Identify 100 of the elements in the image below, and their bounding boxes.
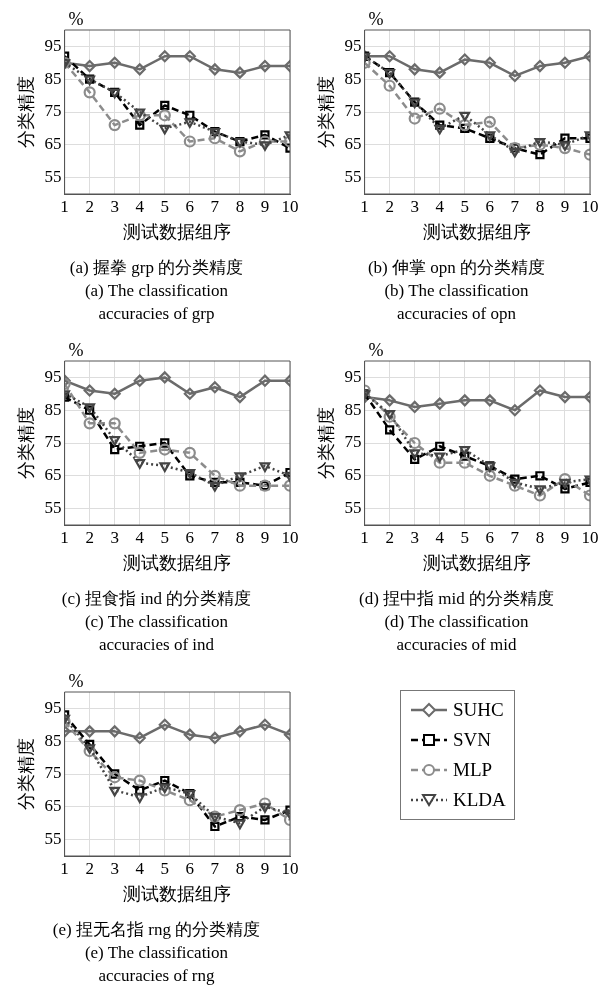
x-tick-label: 1 bbox=[59, 527, 69, 547]
x-tick-label: 7 bbox=[510, 527, 520, 547]
x-tick-label: 7 bbox=[510, 196, 520, 216]
x-axis-title: 测试数据组序 bbox=[422, 221, 531, 242]
x-tick-label: 4 bbox=[134, 527, 144, 547]
x-tick-label: 10 bbox=[581, 527, 598, 547]
x-tick-label: 6 bbox=[485, 527, 494, 547]
y-tick-label: 75 bbox=[344, 101, 362, 121]
x-tick-label: 2 bbox=[384, 527, 394, 547]
y-axis-title: 分类精度 bbox=[15, 76, 36, 148]
x-tick-label: 9 bbox=[560, 527, 569, 547]
y-tick-label: 95 bbox=[344, 366, 362, 386]
x-tick-label: 4 bbox=[434, 527, 444, 547]
y-tick-label: 95 bbox=[44, 697, 62, 717]
y-tick-label: 95 bbox=[344, 35, 362, 55]
x-tick-label: 8 bbox=[235, 527, 244, 547]
x-tick-label: 1 bbox=[359, 527, 369, 547]
text: (e) 捏无名指 rng 的分类精度 bbox=[52, 919, 261, 941]
y-tick-label: 65 bbox=[44, 134, 62, 154]
y-tick-label: 65 bbox=[44, 465, 62, 485]
text: (e) The classification accuracies of rng bbox=[83, 942, 230, 987]
x-tick-label: 6 bbox=[185, 858, 194, 878]
x-tick-label: 7 bbox=[210, 196, 220, 216]
y-axis-title: 分类精度 bbox=[15, 738, 36, 810]
x-tick-label: 8 bbox=[535, 196, 544, 216]
x-tick-label: 8 bbox=[235, 196, 244, 216]
y-tick-label: 85 bbox=[44, 730, 62, 750]
text: (a) The classification accuracies of grp bbox=[83, 280, 230, 325]
x-tick-label: 8 bbox=[535, 527, 544, 547]
text: % bbox=[368, 339, 384, 360]
y-tick-label: 85 bbox=[44, 399, 62, 419]
x-axis-title: 测试数据组序 bbox=[122, 552, 231, 573]
text: (b) 伸掌 opn 的分类精度 bbox=[367, 257, 546, 279]
x-tick-label: 10 bbox=[281, 196, 298, 216]
x-tick-label: 6 bbox=[485, 196, 494, 216]
y-tick-label: 55 bbox=[344, 167, 362, 187]
y-tick-label: 85 bbox=[344, 68, 362, 88]
x-tick-label: 5 bbox=[160, 858, 169, 878]
x-tick-label: 1 bbox=[59, 858, 69, 878]
x-tick-label: 2 bbox=[84, 858, 94, 878]
x-tick-label: 5 bbox=[460, 527, 469, 547]
legend-label: KLDA bbox=[453, 789, 506, 811]
x-axis-title: 测试数据组序 bbox=[122, 221, 231, 242]
legend-label: SVN bbox=[453, 729, 492, 751]
text: % bbox=[68, 8, 84, 29]
y-tick-label: 75 bbox=[44, 101, 62, 121]
y-axis-title: 分类精度 bbox=[315, 407, 336, 479]
x-tick-label: 3 bbox=[109, 858, 119, 878]
x-tick-label: 9 bbox=[260, 527, 269, 547]
y-tick-label: 95 bbox=[44, 366, 62, 386]
y-tick-label: 65 bbox=[344, 134, 362, 154]
text: % bbox=[68, 670, 84, 691]
y-tick-label: 55 bbox=[44, 829, 62, 849]
x-tick-label: 10 bbox=[281, 527, 298, 547]
text: (b) The classification accuracies of opn bbox=[383, 280, 530, 325]
x-tick-label: 3 bbox=[109, 527, 119, 547]
legend-label: MLP bbox=[453, 759, 493, 781]
text: (c) 捏食指 ind 的分类精度 bbox=[61, 588, 252, 610]
x-tick-label: 6 bbox=[185, 196, 194, 216]
x-tick-label: 3 bbox=[409, 527, 419, 547]
x-tick-label: 1 bbox=[359, 196, 369, 216]
x-tick-label: 9 bbox=[260, 196, 269, 216]
x-tick-label: 4 bbox=[134, 196, 144, 216]
y-tick-label: 65 bbox=[44, 796, 62, 816]
x-tick-label: 3 bbox=[409, 196, 419, 216]
x-tick-label: 2 bbox=[384, 196, 394, 216]
y-tick-label: 85 bbox=[344, 399, 362, 419]
x-tick-label: 7 bbox=[210, 527, 220, 547]
x-axis-title: 测试数据组序 bbox=[122, 883, 231, 904]
text: (c) The classification accuracies of ind bbox=[83, 611, 230, 656]
y-axis-title: 分类精度 bbox=[315, 76, 336, 148]
y-tick-label: 85 bbox=[44, 68, 62, 88]
x-tick-label: 7 bbox=[210, 858, 220, 878]
x-tick-label: 2 bbox=[84, 196, 94, 216]
x-tick-label: 4 bbox=[434, 196, 444, 216]
text: % bbox=[368, 8, 384, 29]
legend-label: SUHC bbox=[453, 699, 504, 721]
x-tick-label: 3 bbox=[109, 196, 119, 216]
y-tick-label: 55 bbox=[344, 498, 362, 518]
y-tick-label: 55 bbox=[44, 167, 62, 187]
x-tick-label: 5 bbox=[160, 196, 169, 216]
x-tick-label: 9 bbox=[560, 196, 569, 216]
x-tick-label: 9 bbox=[260, 858, 269, 878]
x-tick-label: 5 bbox=[160, 527, 169, 547]
text: % bbox=[68, 339, 84, 360]
x-tick-label: 5 bbox=[460, 196, 469, 216]
y-tick-label: 65 bbox=[344, 465, 362, 485]
y-tick-label: 75 bbox=[44, 763, 62, 783]
y-tick-label: 95 bbox=[44, 35, 62, 55]
x-tick-label: 8 bbox=[235, 858, 244, 878]
text: (d) The classification accuracies of mid bbox=[383, 611, 530, 656]
x-tick-label: 1 bbox=[59, 196, 69, 216]
x-tick-label: 6 bbox=[185, 527, 194, 547]
text: (d) 捏中指 mid 的分类精度 bbox=[358, 588, 555, 610]
x-tick-label: 10 bbox=[281, 858, 298, 878]
x-tick-label: 2 bbox=[84, 527, 94, 547]
text: (a) 握拳 grp 的分类精度 bbox=[69, 257, 244, 279]
x-tick-label: 10 bbox=[581, 196, 598, 216]
y-axis-title: 分类精度 bbox=[15, 407, 36, 479]
x-axis-title: 测试数据组序 bbox=[422, 552, 531, 573]
